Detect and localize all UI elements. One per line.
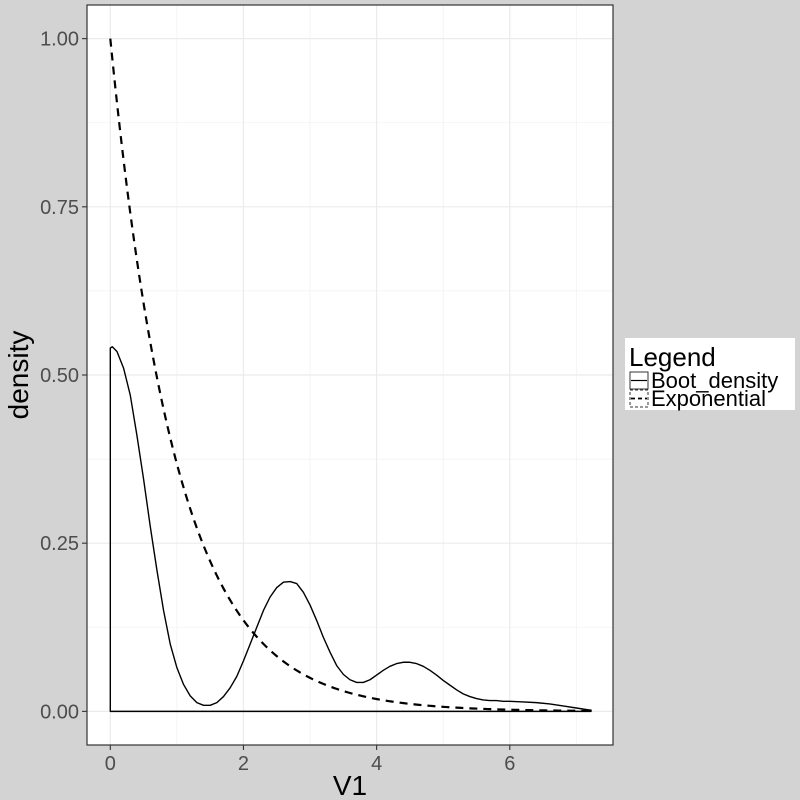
y-axis-title: density: [3, 331, 34, 420]
series-boot-density-line: [109, 346, 592, 713]
legend-key-exponential: [629, 389, 649, 408]
legend-label-boot-density: Boot_density: [651, 368, 778, 393]
legend-label-exponential: Exponential: [651, 386, 766, 411]
x-tick-label: 4: [371, 753, 382, 775]
legend-key-boot-density: [629, 371, 649, 390]
y-tick-label: 0.25: [40, 533, 79, 555]
x-tick-label: 2: [238, 753, 249, 775]
x-tick-label: 6: [504, 753, 515, 775]
legend-background: [625, 338, 795, 410]
y-tick-label: 1.00: [40, 29, 79, 51]
series-layer: [109, 38, 592, 713]
y-tick-label: 0.00: [40, 701, 79, 723]
series-exponential-line: [109, 38, 592, 712]
y-axis-ticks: 0.00 0.25 0.50 0.75 1.00: [40, 29, 87, 723]
y-tick-label: 0.50: [40, 365, 79, 387]
y-tick-label: 0.75: [40, 197, 79, 219]
legend: Legend Boot_density Exponential: [625, 338, 795, 411]
x-axis-title: V1: [333, 770, 367, 800]
legend-title: Legend: [629, 342, 716, 372]
x-axis-ticks: 0 2 4 6: [105, 745, 515, 775]
x-tick-label: 0: [105, 753, 116, 775]
